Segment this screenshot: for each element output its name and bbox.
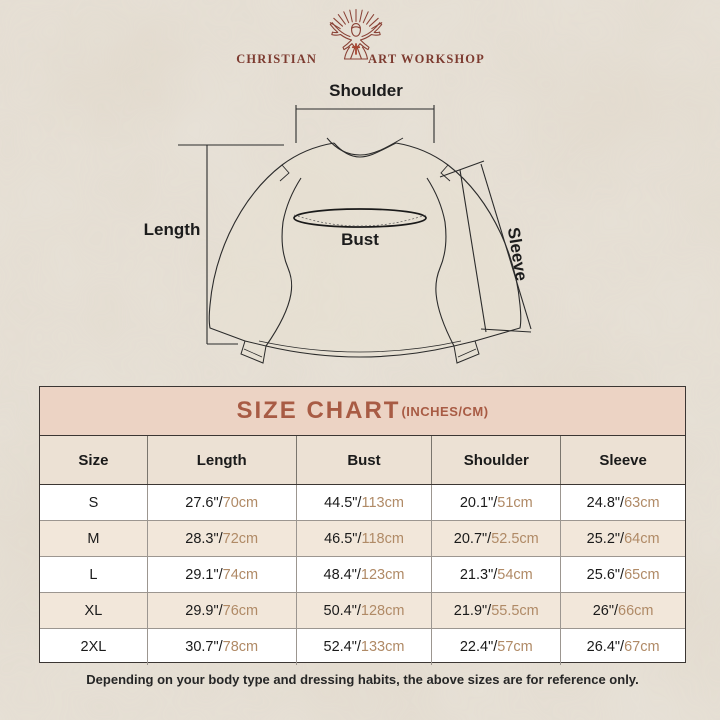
svg-text:Bust: Bust (341, 230, 379, 249)
svg-text:Shoulder: Shoulder (329, 81, 403, 100)
svg-text:Length: Length (144, 220, 201, 239)
